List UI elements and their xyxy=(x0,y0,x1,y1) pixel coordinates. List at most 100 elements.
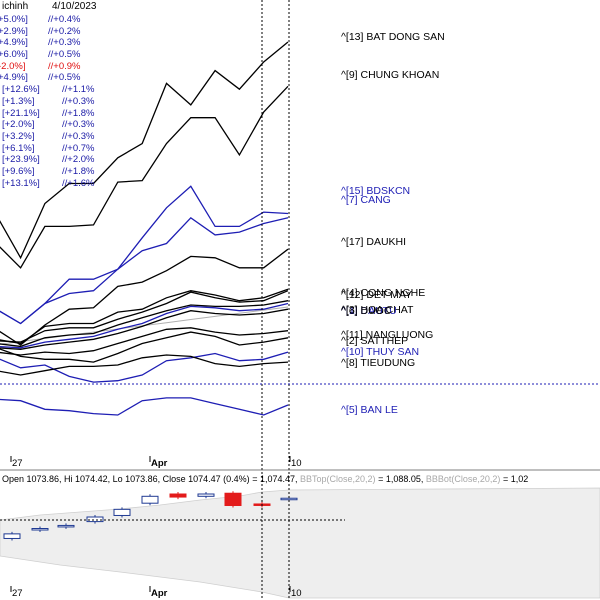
change-list-row: -2.0%] //+0.9% xyxy=(0,61,130,73)
change-percent: [+12.6%] xyxy=(2,84,40,96)
candle-body xyxy=(169,493,187,498)
change-last: //+0.9% xyxy=(48,60,81,72)
sector-lines-layer xyxy=(0,41,289,416)
change-percent: [+6.1%] xyxy=(2,142,35,154)
series-label: ^[17] DAUKHI xyxy=(341,236,406,248)
change-percent: [+3.2%] xyxy=(2,130,35,142)
series-line xyxy=(0,308,289,350)
close-value: = 1,074.47, xyxy=(252,474,298,484)
candle-body xyxy=(197,493,215,497)
change-last: //+0.2% xyxy=(48,25,81,37)
bbbot-value: = 1,02 xyxy=(502,474,529,484)
series-line xyxy=(0,41,289,260)
series-label: ^[6] DUOC xyxy=(341,305,392,317)
series-line xyxy=(0,216,289,325)
series-line xyxy=(0,85,289,269)
change-list-row: +4.9%] //+0.3% xyxy=(0,37,130,49)
candle-body xyxy=(224,492,242,507)
series-label: ^[11] NANGLUONG xyxy=(341,329,433,341)
change-list-row: [+6.1%] //+0.7% xyxy=(0,143,130,155)
change-list-row: [+2.0%] //+0.3% xyxy=(0,119,130,131)
change-list: +5.0%]//+0.4% +2.9%]//+0.2% +4.9%]//+0.3% +… xyxy=(0,14,130,189)
change-last: //+0.5% xyxy=(48,72,81,84)
series-label: ^[9] CHUNG KHOAN xyxy=(341,69,439,81)
change-percent: +6.0%] xyxy=(0,49,28,61)
bbtop-value: = 1,088.05, xyxy=(378,474,424,484)
series-line xyxy=(0,327,289,356)
change-percent: -2.0%] xyxy=(0,60,26,72)
candle-body xyxy=(280,497,298,501)
candle xyxy=(86,515,104,524)
series-line xyxy=(0,351,289,383)
change-last: //+0.4% xyxy=(48,14,81,25)
series-line xyxy=(0,290,289,343)
change-percent: +4.9%] xyxy=(0,72,28,84)
change-list-row: [+3.2%] //+0.3% xyxy=(0,131,130,143)
change-percent: +5.0%] xyxy=(0,14,28,25)
series-label: ^[5] BAN LE xyxy=(341,404,398,416)
change-list-row: [+12.6%] //+1.1% xyxy=(0,84,130,96)
change-percent: +4.9%] xyxy=(0,37,28,49)
axis-tick-label: 27 xyxy=(12,458,23,469)
series-line xyxy=(0,354,289,376)
change-list-row: [+21.1%] //+1.8% xyxy=(0,108,130,120)
change-percent: [+9.6%] xyxy=(2,165,35,177)
candle xyxy=(169,492,187,500)
series-label: ^[1] DAUTU xyxy=(341,305,397,317)
change-last: //+1.1% xyxy=(62,84,95,96)
symbol-name: ichinh xyxy=(2,1,29,12)
change-percent: [+23.9%] xyxy=(2,154,40,166)
series-line xyxy=(0,248,289,346)
series-label: ^[13] BAT DONG SAN xyxy=(341,31,445,43)
axis-tick-label: 27 xyxy=(12,588,23,599)
change-last: //+1.8% xyxy=(62,107,95,119)
candle-body xyxy=(31,528,49,531)
candle xyxy=(57,523,75,529)
series-label: ^[2] SATTHEP xyxy=(341,335,408,347)
change-last: //+0.5% xyxy=(48,49,81,61)
series-labels-layer: ^[13] BAT DONG SAN ^[9] CHUNG KHOAN ^[15] … xyxy=(341,31,445,416)
change-last: //+0.3% xyxy=(48,37,81,49)
change-list-row: [+23.9%] //+2.0% xyxy=(0,154,130,166)
change-list-row: [+1.3%] //+0.3% xyxy=(0,96,130,108)
bollinger-band xyxy=(0,487,600,599)
candle-body xyxy=(3,533,21,539)
change-list-row: +5.0%] //+0.4% xyxy=(0,14,130,26)
axis-tick-label: Apr xyxy=(151,458,168,469)
series-label: ^[7] CANG xyxy=(341,194,391,206)
series-line xyxy=(0,302,289,349)
change-percent: +2.9%] xyxy=(0,25,28,37)
x-axis-layer: 27 Apr 10 27 Apr 10 xyxy=(10,456,302,599)
change-last: //+2.0% xyxy=(62,154,95,166)
change-last: //+0.3% xyxy=(62,95,95,107)
axis-tick-label: 10 xyxy=(291,458,302,469)
change-percent: [+21.1%] xyxy=(2,107,40,119)
series-label: ^[10] THUY SAN xyxy=(341,346,419,358)
change-last: //+1.6% xyxy=(62,177,95,189)
change-percent: [+2.0%] xyxy=(2,119,35,131)
bbbot-label: BBBot(Close,20,2) xyxy=(425,474,501,484)
change-last: //+0.3% xyxy=(62,130,95,142)
price-info-line: Open 1073.86, Hi 1074.42, Lo 1073.86, Cl… xyxy=(2,474,528,484)
candle xyxy=(224,491,242,508)
candle xyxy=(197,492,215,499)
axis-tick-label: 10 xyxy=(291,588,302,599)
axis-tick-label: Apr xyxy=(151,588,168,599)
candle-body xyxy=(86,516,104,523)
change-list-row: [+9.6%] //+1.8% xyxy=(0,166,130,178)
change-list-row: +6.0%] //+0.5% xyxy=(0,49,130,61)
candle-body xyxy=(57,524,75,528)
candle xyxy=(113,507,131,518)
change-list-row: +4.9%] //+0.5% xyxy=(0,72,130,84)
change-last: //+0.7% xyxy=(62,142,95,154)
candle-body xyxy=(113,508,131,516)
ohlc-text: Open 1073.86, Hi 1074.42, Lo 1073.86, Cl… xyxy=(2,474,250,484)
series-label: ^[3] HOA CHAT xyxy=(341,304,414,316)
series-label: ^[4] CONG NGHE xyxy=(341,287,425,299)
bollinger-band-layer xyxy=(0,487,600,599)
candle-body xyxy=(141,495,159,504)
series-line xyxy=(0,300,289,348)
candle xyxy=(31,526,49,532)
series-line xyxy=(0,397,289,416)
